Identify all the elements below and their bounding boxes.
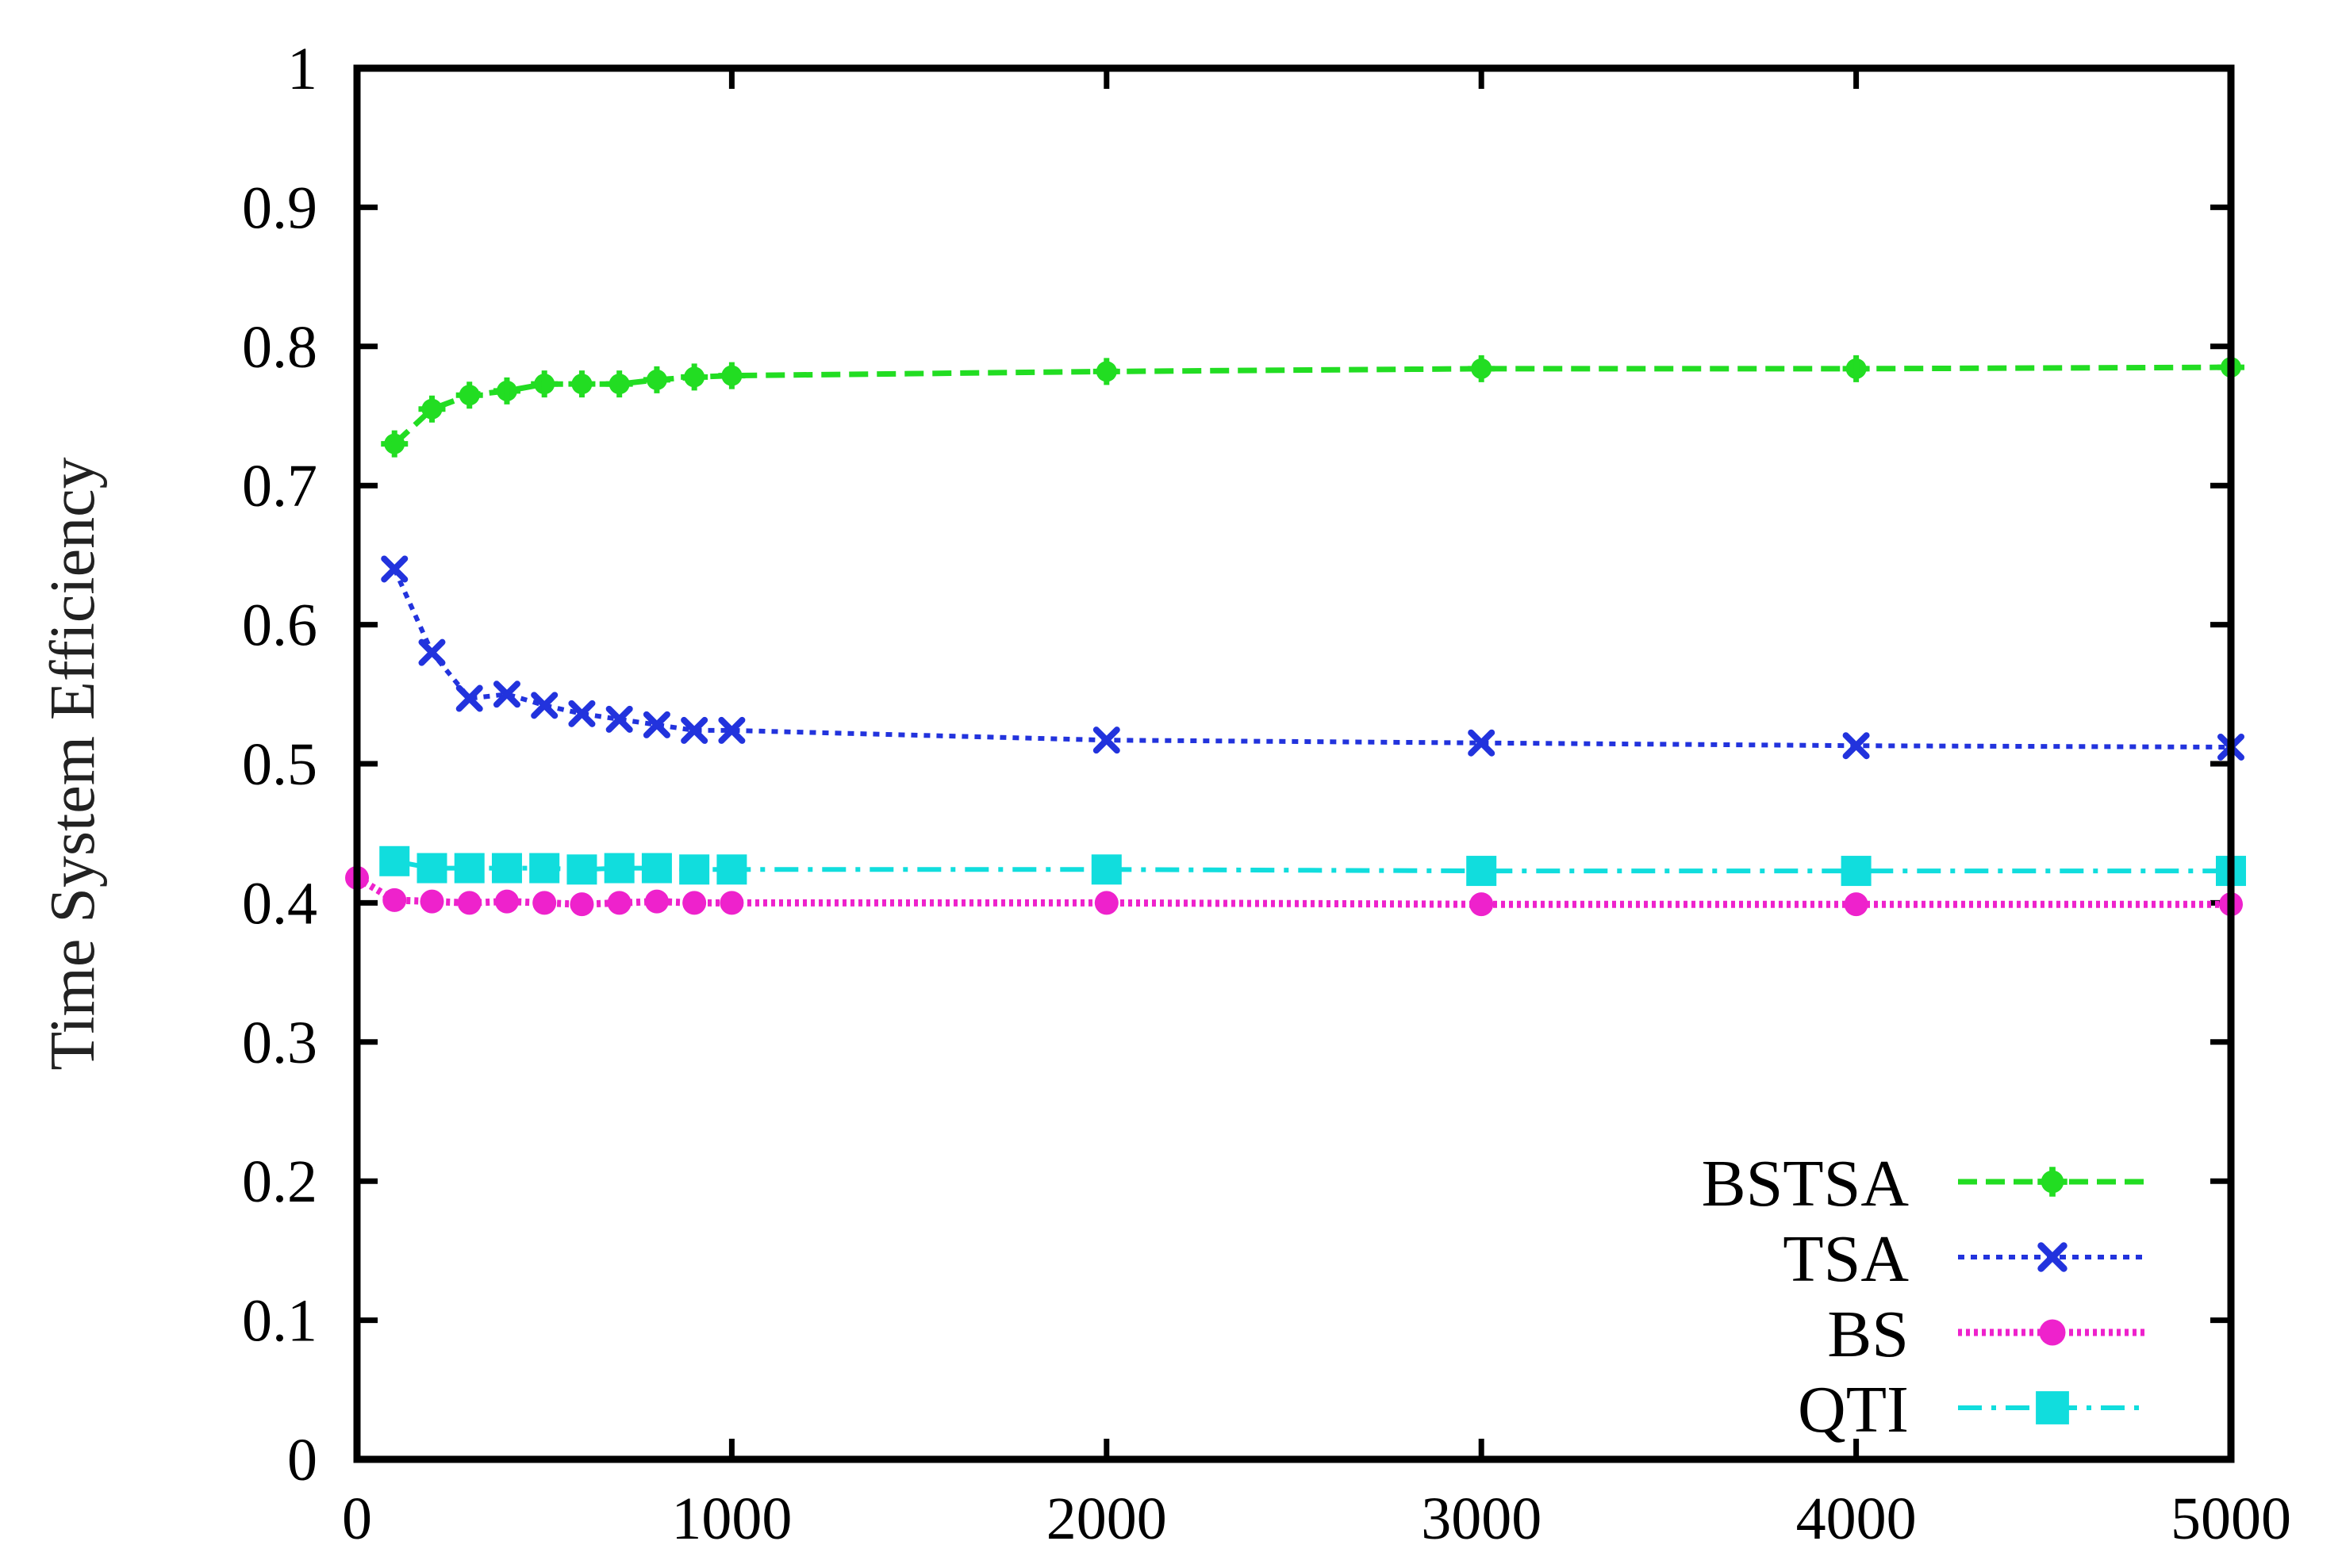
plot-frame	[353, 64, 2235, 1463]
data-point-marker	[529, 853, 560, 884]
y-tick-label: 0.3	[242, 1010, 317, 1076]
data-point-marker	[566, 854, 597, 885]
y-tick-label: 0.4	[242, 870, 317, 937]
data-point-marker	[644, 889, 669, 914]
data-point-marker	[716, 854, 747, 885]
data-point-marker	[494, 889, 519, 914]
legend-item-tsa: TSA	[1783, 1222, 2147, 1296]
data-point-marker	[1842, 355, 1870, 382]
data-point-marker	[381, 555, 409, 583]
data-point-marker	[605, 705, 633, 733]
data-point-marker	[1844, 892, 1868, 917]
data-point-marker	[382, 888, 407, 912]
y-tick-label: 0.2	[242, 1148, 317, 1215]
series-tsa	[381, 555, 2244, 761]
data-point-marker	[681, 716, 708, 744]
legend-label: BS	[1827, 1298, 1909, 1371]
data-point-marker	[605, 370, 633, 398]
data-point-marker	[455, 684, 483, 712]
data-point-marker	[643, 711, 670, 738]
x-tick-label: 2000	[1046, 1486, 1167, 1552]
data-point-marker	[531, 692, 559, 719]
data-point-marker	[682, 891, 707, 915]
data-point-marker	[718, 716, 746, 744]
y-tick-label: 0.7	[242, 453, 317, 519]
data-point-marker	[1842, 732, 1870, 760]
data-point-marker	[641, 853, 672, 884]
y-tick-label: 0.8	[242, 314, 317, 381]
data-point-marker	[455, 381, 483, 409]
data-point-marker	[604, 853, 635, 884]
legend-label: TSA	[1783, 1222, 1909, 1296]
x-tick-label: 0	[342, 1486, 372, 1552]
data-point-marker	[1094, 891, 1119, 915]
data-point-marker	[532, 891, 557, 915]
data-point-marker	[681, 363, 708, 391]
series-line	[392, 568, 2232, 749]
data-point-marker	[381, 430, 409, 458]
legend-item-qti: QTI	[1798, 1373, 2147, 1447]
data-point-marker	[1092, 358, 1120, 385]
data-point-marker	[531, 370, 559, 398]
data-point-marker	[1092, 726, 1120, 754]
x-tick-label: 5000	[2171, 1486, 2291, 1552]
data-point-marker	[2036, 1391, 2069, 1424]
data-point-marker	[2037, 1242, 2067, 1272]
series-qti	[379, 845, 2246, 887]
data-point-marker	[379, 845, 410, 876]
data-point-marker	[607, 891, 632, 915]
data-point-marker	[1841, 856, 1872, 887]
x-tick-label: 1000	[671, 1486, 792, 1552]
data-point-marker	[720, 891, 744, 915]
axis-ticks	[354, 65, 2234, 1463]
data-point-marker	[491, 853, 522, 884]
legend-label: QTI	[1798, 1373, 1909, 1447]
y-axis-title: Time System Efficiency	[38, 457, 108, 1070]
data-point-marker	[418, 638, 446, 666]
series-bstsa	[381, 354, 2244, 458]
data-point-marker	[493, 680, 520, 708]
y-tick-label: 0.1	[242, 1288, 317, 1355]
data-point-marker	[568, 700, 596, 727]
y-tick-label: 0.5	[242, 731, 317, 798]
data-point-marker	[2037, 1167, 2067, 1197]
data-point-marker	[570, 892, 594, 917]
data-point-marker	[1468, 355, 1495, 382]
data-point-marker	[1469, 892, 1494, 917]
legend-item-bstsa: BSTSA	[1702, 1147, 2147, 1221]
data-point-marker	[418, 395, 446, 423]
data-point-marker	[454, 853, 485, 884]
x-tick-label: 3000	[1421, 1486, 1541, 1552]
legend-label: BSTSA	[1702, 1147, 1910, 1221]
y-tick-labels: 0 0.1 0.2 0.3 0.4 0.5 0.6 0.7 0.8 0.9 1	[242, 36, 317, 1493]
series-layer	[345, 354, 2246, 917]
data-point-marker	[1468, 729, 1495, 757]
data-point-marker	[493, 377, 520, 404]
y-tick-label: 0.6	[242, 592, 317, 659]
y-tick-label: 1	[287, 36, 317, 102]
data-point-marker	[457, 891, 482, 915]
x-tick-label: 4000	[1796, 1486, 1917, 1552]
data-point-marker	[1091, 854, 1122, 885]
data-point-marker	[417, 853, 447, 884]
data-point-marker	[1466, 856, 1497, 887]
data-point-marker	[420, 889, 444, 914]
data-point-marker	[718, 362, 746, 389]
y-tick-label: 0	[287, 1427, 317, 1493]
y-tick-label: 0.9	[242, 174, 317, 241]
series-line	[355, 874, 2231, 908]
x-tick-labels: 0 1000 2000 3000 4000 5000	[342, 1486, 2291, 1552]
legend-item-bs: BS	[1827, 1298, 2147, 1371]
data-point-marker	[2039, 1319, 2066, 1346]
data-point-marker	[568, 370, 596, 398]
data-point-marker	[643, 366, 670, 393]
data-point-marker	[679, 854, 710, 885]
